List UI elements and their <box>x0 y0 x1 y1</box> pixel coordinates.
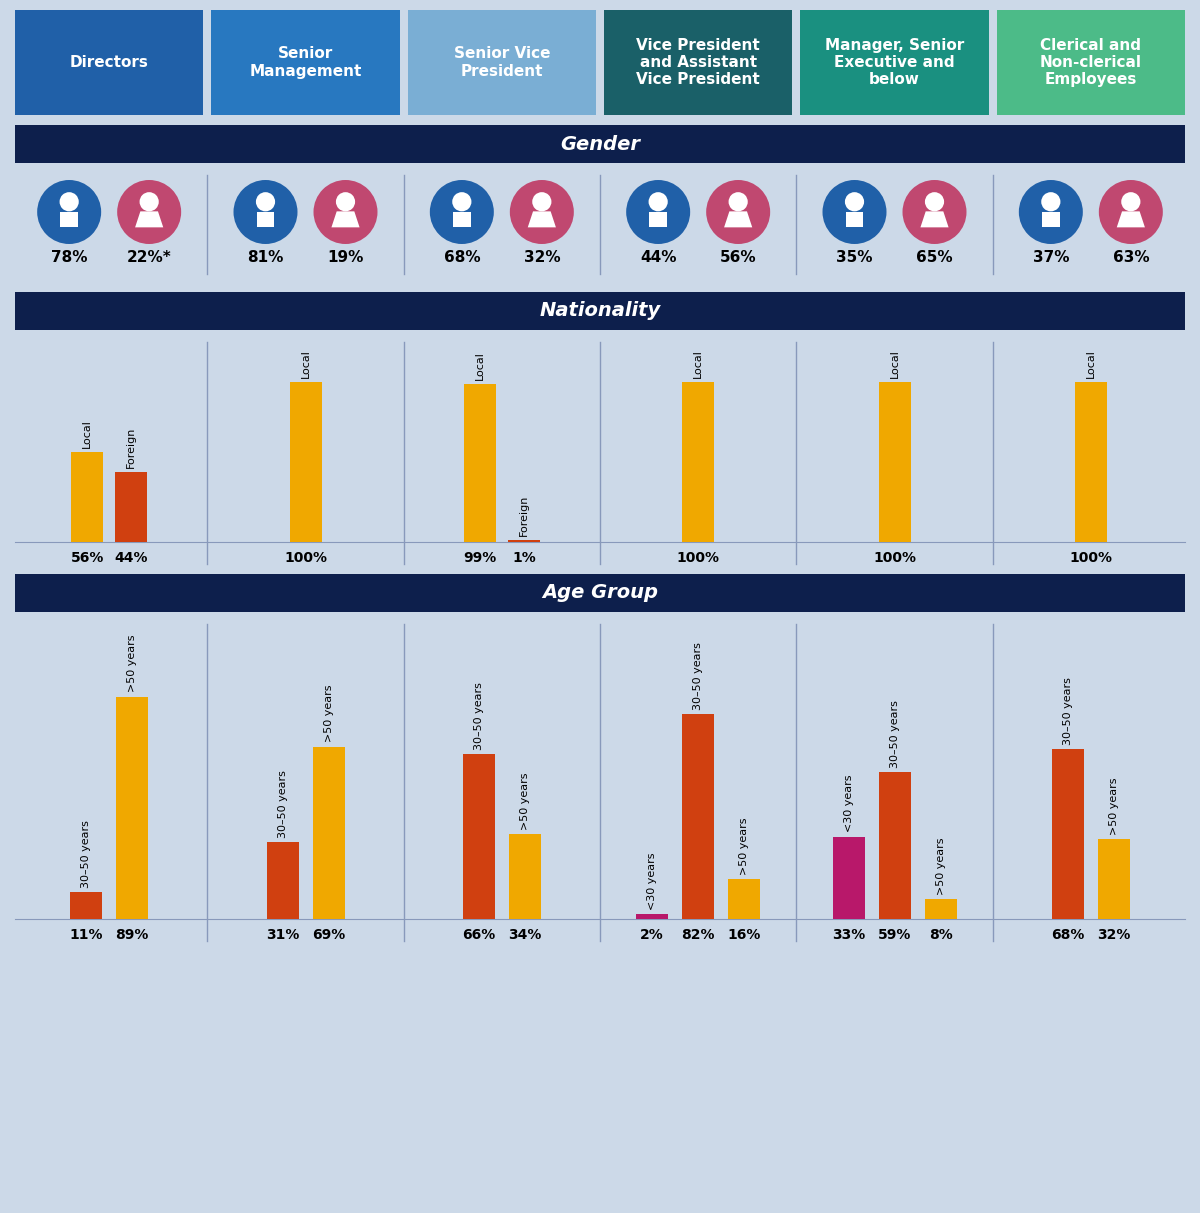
Text: 99%: 99% <box>463 551 497 565</box>
Text: 65%: 65% <box>916 251 953 266</box>
FancyBboxPatch shape <box>508 541 540 542</box>
Circle shape <box>822 180 887 244</box>
Text: 31%: 31% <box>266 928 299 943</box>
Circle shape <box>728 192 748 211</box>
Text: 32%: 32% <box>1097 928 1130 943</box>
FancyBboxPatch shape <box>454 212 470 227</box>
FancyBboxPatch shape <box>464 383 496 542</box>
Circle shape <box>1042 192 1061 211</box>
FancyBboxPatch shape <box>728 879 760 919</box>
Polygon shape <box>1117 211 1145 227</box>
Circle shape <box>902 180 966 244</box>
Text: Gender: Gender <box>560 135 640 154</box>
Text: Manager, Senior
Executive and
below: Manager, Senior Executive and below <box>824 38 964 87</box>
Text: Senior Vice
President: Senior Vice President <box>454 46 550 79</box>
Text: Senior
Management: Senior Management <box>250 46 361 79</box>
FancyBboxPatch shape <box>997 10 1186 115</box>
FancyBboxPatch shape <box>71 452 103 542</box>
Text: 44%: 44% <box>114 551 148 565</box>
Circle shape <box>430 180 494 244</box>
Text: 22%*: 22%* <box>127 251 172 266</box>
Circle shape <box>925 192 944 211</box>
Text: 30–50 years: 30–50 years <box>1063 677 1073 745</box>
FancyBboxPatch shape <box>682 382 714 542</box>
FancyBboxPatch shape <box>604 10 792 115</box>
Text: Local: Local <box>82 420 92 449</box>
Text: 82%: 82% <box>682 928 715 943</box>
FancyBboxPatch shape <box>878 771 911 919</box>
FancyBboxPatch shape <box>800 10 989 115</box>
Circle shape <box>648 192 667 211</box>
FancyBboxPatch shape <box>266 842 299 919</box>
FancyBboxPatch shape <box>636 915 668 919</box>
FancyBboxPatch shape <box>463 754 494 919</box>
FancyBboxPatch shape <box>1052 748 1084 919</box>
Text: 1%: 1% <box>512 551 535 565</box>
Text: 89%: 89% <box>115 928 149 943</box>
Text: Local: Local <box>1086 349 1096 378</box>
Text: 30–50 years: 30–50 years <box>474 682 484 750</box>
Text: 81%: 81% <box>247 251 283 266</box>
FancyBboxPatch shape <box>408 10 596 115</box>
FancyBboxPatch shape <box>924 899 956 919</box>
Text: 33%: 33% <box>832 928 865 943</box>
Text: Vice President
and Assistant
Vice President: Vice President and Assistant Vice Presid… <box>636 38 760 87</box>
Text: >50 years: >50 years <box>127 634 137 693</box>
Text: >50 years: >50 years <box>520 773 530 830</box>
Text: Clerical and
Non-clerical
Employees: Clerical and Non-clerical Employees <box>1040 38 1142 87</box>
Text: Age Group: Age Group <box>542 583 658 603</box>
FancyBboxPatch shape <box>682 714 714 919</box>
Circle shape <box>1019 180 1082 244</box>
Text: <30 years: <30 years <box>844 775 853 832</box>
Circle shape <box>139 192 158 211</box>
Circle shape <box>336 192 355 211</box>
Text: 68%: 68% <box>1051 928 1085 943</box>
Text: 100%: 100% <box>677 551 720 565</box>
Text: 59%: 59% <box>878 928 911 943</box>
Text: 78%: 78% <box>50 251 88 266</box>
Circle shape <box>60 192 79 211</box>
Text: 35%: 35% <box>836 251 872 266</box>
FancyBboxPatch shape <box>833 837 864 919</box>
Text: 69%: 69% <box>312 928 346 943</box>
FancyBboxPatch shape <box>649 212 667 227</box>
Text: Foreign: Foreign <box>126 426 136 467</box>
FancyBboxPatch shape <box>846 212 863 227</box>
Circle shape <box>1099 180 1163 244</box>
Text: 30–50 years: 30–50 years <box>889 700 900 768</box>
FancyBboxPatch shape <box>14 574 1186 613</box>
Circle shape <box>256 192 275 211</box>
FancyBboxPatch shape <box>116 696 148 919</box>
Polygon shape <box>724 211 752 227</box>
FancyBboxPatch shape <box>878 382 911 542</box>
Circle shape <box>1121 192 1140 211</box>
Text: 30–50 years: 30–50 years <box>82 820 91 888</box>
Polygon shape <box>331 211 360 227</box>
Text: 37%: 37% <box>1032 251 1069 266</box>
Circle shape <box>533 192 552 211</box>
Text: Local: Local <box>475 351 485 380</box>
Text: 2%: 2% <box>641 928 664 943</box>
Text: Local: Local <box>694 349 703 378</box>
Text: 100%: 100% <box>874 551 916 565</box>
FancyBboxPatch shape <box>211 10 400 115</box>
Circle shape <box>234 180 298 244</box>
Text: 16%: 16% <box>727 928 761 943</box>
Text: 32%: 32% <box>523 251 560 266</box>
Circle shape <box>313 180 378 244</box>
Text: 30–50 years: 30–50 years <box>694 642 703 710</box>
Circle shape <box>37 180 101 244</box>
Text: 100%: 100% <box>284 551 326 565</box>
Text: >50 years: >50 years <box>739 818 749 875</box>
Text: 30–50 years: 30–50 years <box>277 769 288 837</box>
Text: Local: Local <box>889 349 900 378</box>
Text: >50 years: >50 years <box>936 837 946 895</box>
Polygon shape <box>920 211 948 227</box>
Text: 8%: 8% <box>929 928 953 943</box>
Text: Local: Local <box>300 349 311 378</box>
Text: Directors: Directors <box>70 55 149 70</box>
FancyBboxPatch shape <box>115 472 148 542</box>
Text: 56%: 56% <box>71 551 104 565</box>
Text: 66%: 66% <box>462 928 496 943</box>
